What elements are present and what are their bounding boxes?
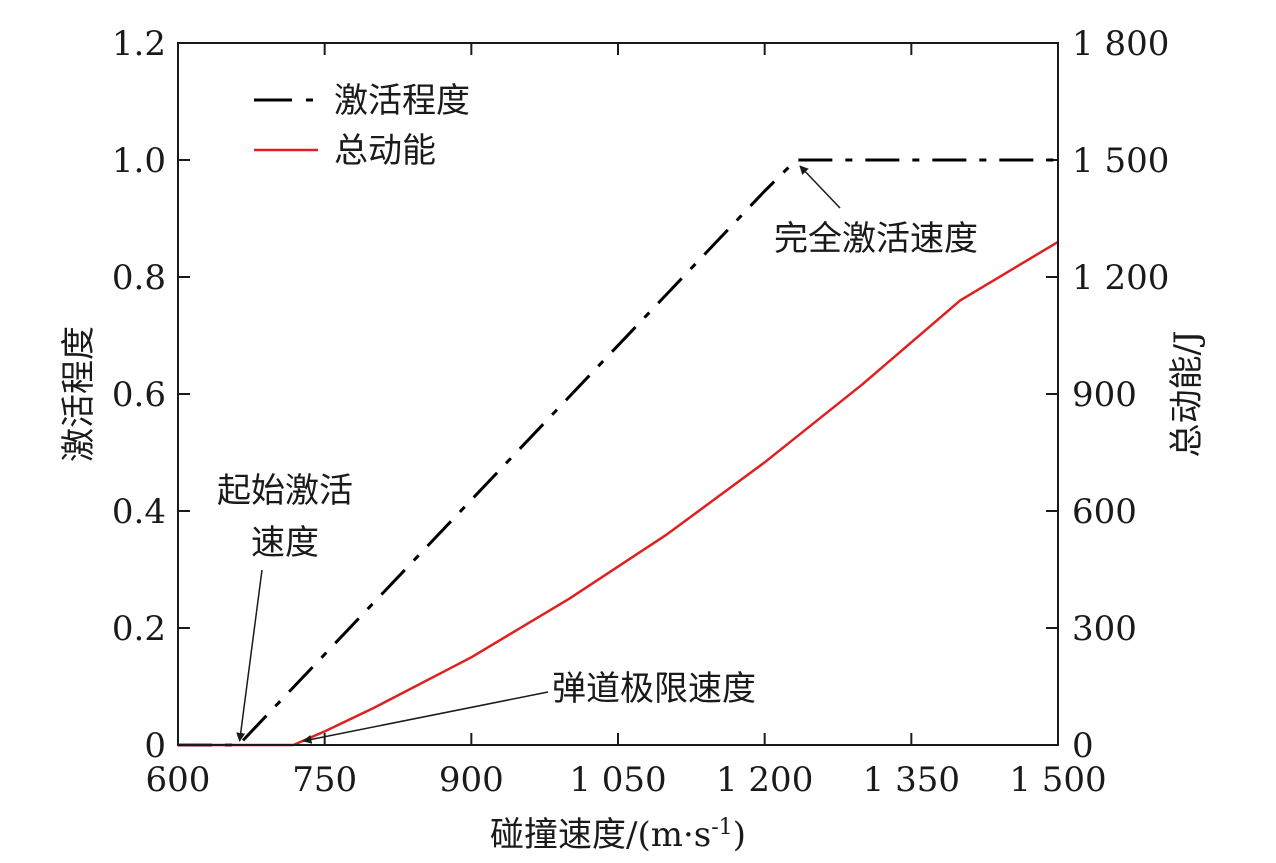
left-y-tick-label: 0.8 [112,258,166,298]
right-y-tick-label: 600 [1072,492,1137,532]
annotations: 起始激活 速度 弹道极限速度 完全激活速度 [217,165,978,744]
right-y-tick-label: 1 200 [1072,258,1169,298]
x-tick-label: 1 350 [863,760,960,800]
x-tick-label: 1 500 [1009,760,1106,800]
annotation-ballistic-limit-arrow [302,691,549,744]
right-y-tick-label: 1 800 [1072,24,1169,64]
right-y-axis-title: 总动能/J [1167,330,1207,457]
right-y-tick-label: 1 500 [1072,141,1169,181]
annotation-onset-velocity-line2: 速度 [251,523,319,563]
annotation-full-activation-label: 完全激活速度 [774,219,978,259]
x-tick-label: 900 [439,760,504,800]
x-tick-label: 1 200 [716,760,813,800]
right-y-tick-label: 0 [1072,726,1094,766]
plot-frame [177,42,1059,746]
left-y-tick-label: 0 [144,726,166,766]
legend-label-kinetic-energy: 总动能 [334,131,436,171]
x-axis-title-end: ) [733,815,746,855]
left-y-axis-title: 激活程度 [59,326,99,462]
legend-label-activation: 激活程度 [334,81,470,121]
annotation-full-activation-arrow [799,165,841,209]
series-line [178,240,1059,747]
x-tick-label: 1 050 [569,760,666,800]
left-y-tick-label: 1.2 [112,24,166,64]
x-axis-title-superscript: -1 [711,815,732,840]
annotation-ballistic-limit-label: 弹道极限速度 [552,669,756,709]
x-axis-title-main: 碰撞速度/(m·s [490,815,711,855]
x-tick-label: 750 [292,760,357,800]
x-tick-label: 600 [146,760,211,800]
annotation-onset-velocity-arrow [236,569,263,742]
legend: 激活程度 总动能 [254,81,470,171]
left-y-tick-label: 0.2 [112,609,166,649]
right-y-tick-label: 900 [1072,375,1137,415]
series-line [178,158,1058,747]
right-y-tick-label: 300 [1072,609,1137,649]
left-y-tick-label: 0.6 [112,375,166,415]
annotation-onset-velocity-line1: 起始激活 [217,471,353,511]
left-y-tick-label: 1.0 [112,141,166,181]
left-y-tick-label: 0.4 [112,492,166,532]
ticks-layer: 600 750 900 1 050 1 200 1 350 1 50000.20.40.60… [112,24,1169,800]
series-layer [178,158,1059,747]
x-axis-title: 碰撞速度/(m·s-1) [490,815,746,855]
